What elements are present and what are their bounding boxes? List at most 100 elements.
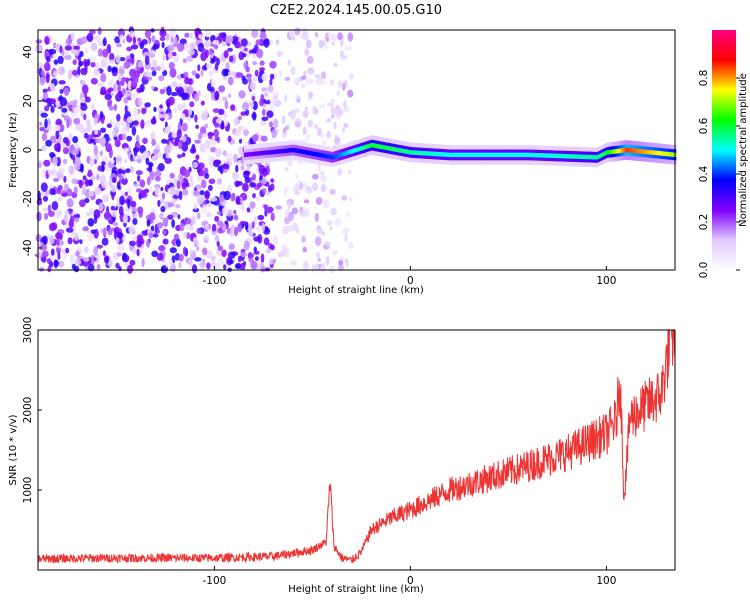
spectrogram-signal-core (245, 152, 248, 157)
spectrogram-signal-core (460, 152, 462, 158)
spectrogram-signal-core (475, 152, 477, 158)
spectrogram-signal-core (633, 148, 636, 153)
spectrogram-signal-core (408, 149, 410, 155)
spectrogram-noise-speckle (156, 222, 164, 229)
spectrogram-noise-speckle (227, 251, 236, 259)
spectrogram-signal-core (535, 153, 538, 158)
spectrogram-noise-speckle (124, 105, 128, 113)
spectrogram-noise-speckle (138, 97, 143, 107)
spectrogram-noise-speckle (133, 182, 140, 188)
spectrogram-noise-speckle (210, 196, 218, 202)
spectrogram-noise-speckle (272, 235, 278, 245)
spectrogram-noise-speckle (122, 173, 127, 180)
spectrogram-noise-speckle (224, 220, 229, 225)
spectrogram-signal-core (243, 152, 246, 158)
spectrogram-noise-speckle (162, 229, 167, 236)
spectrogram-signal-core (636, 148, 639, 154)
spectrogram-noise-speckle (222, 96, 228, 102)
spectrogram-noise-speckle (321, 140, 327, 147)
spectrogram-noise-speckle (102, 37, 107, 47)
spectrogram-signal-core (402, 148, 404, 154)
spectrogram-noise-speckle (196, 246, 200, 252)
spectrogram-signal-core (356, 147, 358, 152)
spectrogram-noise-speckle (176, 180, 181, 190)
spectrogram-signal-core (499, 152, 501, 158)
spectrogram-noise-speckle (172, 140, 180, 147)
spectrogram-signal-core (584, 154, 587, 160)
spectrogram-noise-speckle (49, 236, 55, 245)
spectrogram-signal-core (337, 153, 340, 158)
spectrogram-signal-core (335, 153, 338, 159)
spectrogram-signal-core (396, 147, 399, 153)
spectrogram-signal-core (324, 153, 326, 159)
spectrogram-noise-speckle (102, 194, 110, 203)
spectrogram-signal-core (298, 148, 301, 154)
spectrogram-noise-speckle (184, 77, 190, 85)
spectrogram-signal-core (334, 154, 336, 159)
spectrogram-noise-speckle (156, 65, 161, 72)
spectrogram-signal-core (625, 147, 627, 153)
spectrogram-signal-core (247, 152, 250, 157)
spectrogram-noise-speckle (180, 113, 186, 120)
spectrogram-signal-core (319, 152, 321, 158)
spectrogram-noise-speckle (287, 200, 292, 209)
spectrogram-noise-speckle (111, 128, 119, 137)
spectrogram-noise-speckle (40, 112, 48, 118)
spectrogram-noise-speckle (134, 115, 140, 122)
spectrogram-signal-core (562, 153, 564, 159)
spectrogram-noise-speckle (82, 226, 89, 232)
spectrogram-signal-core (284, 148, 286, 154)
spectrogram-noise-speckle (246, 41, 253, 47)
spectrogram-signal-core (576, 154, 578, 159)
spectrogram-signal-core (658, 151, 660, 156)
spectrogram-noise-speckle (149, 170, 155, 181)
spectrogram-noise-speckle (135, 188, 143, 193)
spectrogram-noise-speckle (191, 264, 198, 274)
spectrogram-noise-speckle (221, 40, 228, 47)
spectrogram-signal-core (524, 152, 526, 158)
spectrogram-signal-core (297, 148, 300, 154)
spectrogram-noise-speckle (130, 44, 139, 50)
spectrogram-noise-speckle (235, 43, 242, 48)
spectrogram-signal-core (261, 150, 263, 156)
spectrogram-signal-core (425, 151, 427, 156)
spectrogram-signal-core (437, 152, 440, 157)
spectrogram-noise-speckle (186, 182, 190, 188)
spectrogram-noise-speckle (137, 206, 144, 214)
spectrogram-noise-speckle (330, 114, 335, 119)
spectrogram-noise-speckle (212, 108, 220, 113)
spectrogram-noise-speckle (65, 247, 70, 254)
spectrogram-noise-speckle (87, 169, 93, 177)
spectrogram-noise-speckle (73, 45, 78, 51)
spectrogram-noise-speckle (57, 260, 65, 268)
spectrogram-signal-core (465, 152, 467, 158)
spectrogram-noise-speckle (337, 80, 342, 89)
spectrogram-signal-core (401, 148, 403, 153)
spectrogram-noise-speckle (315, 251, 321, 259)
spectrogram-signal-core (372, 143, 374, 148)
spectrogram-y-tick-label: -40 (22, 239, 34, 256)
spectrogram-noise-speckle (167, 214, 174, 220)
spectrogram-noise-speckle (168, 61, 175, 70)
spectrogram-signal-core (624, 148, 626, 153)
spectrogram-noise-speckle (152, 233, 159, 238)
spectrogram-noise-speckle (170, 198, 178, 204)
spectrogram-noise-speckle (148, 53, 156, 58)
spectrogram-signal-core (398, 148, 400, 153)
spectrogram-noise-speckle (222, 75, 228, 81)
spectrogram-noise-speckle (88, 191, 95, 197)
spectrogram-noise-speckle (304, 106, 309, 111)
spectrogram-signal-core (310, 151, 312, 156)
spectrogram-noise-speckle (50, 222, 58, 231)
spectrogram-signal-core (551, 153, 553, 158)
spectrogram-noise-speckle (175, 238, 181, 247)
spectrogram-signal-core (302, 149, 304, 154)
spectrogram-noise-speckle (81, 96, 86, 104)
spectrogram-noise-speckle (326, 102, 333, 107)
spectrogram-signal-core (326, 154, 328, 159)
spectrogram-noise-speckle (191, 70, 197, 76)
spectrogram-noise-speckle (216, 210, 222, 216)
spectrogram-noise-speckle (288, 29, 295, 38)
spectrogram-noise-speckle (305, 79, 312, 85)
spectrogram-signal-core (256, 151, 258, 156)
